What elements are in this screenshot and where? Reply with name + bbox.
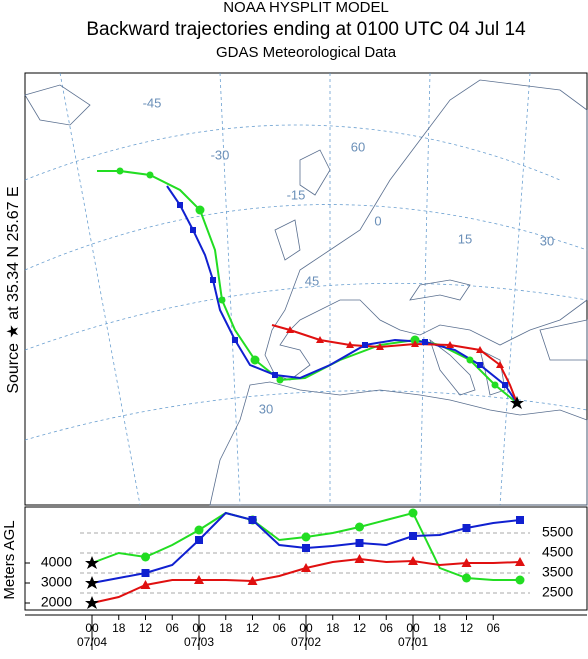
x-tick-label: 12 xyxy=(139,621,153,635)
y-tick-label: 2000 xyxy=(41,594,72,610)
x-tick-label: 12 xyxy=(246,621,260,635)
map: -45 -30 -15 60 0 15 30 45 30 xyxy=(24,72,588,506)
grid-label: -15 xyxy=(287,187,306,202)
grid-label: 15 xyxy=(458,231,472,246)
marker xyxy=(301,563,311,572)
grid-label: -45 xyxy=(143,95,162,110)
start-star xyxy=(85,596,99,609)
x-tick-label: 06 xyxy=(380,621,394,635)
reference-label: 5500 xyxy=(542,524,573,540)
marker xyxy=(301,532,311,542)
marker xyxy=(515,557,525,566)
chart-subtitle: GDAS Meteorological Data xyxy=(216,44,397,61)
marker xyxy=(462,573,471,583)
y-axis-label: Meters AGL xyxy=(1,520,18,599)
y-tick-label: 3000 xyxy=(41,574,72,590)
x-tick-label: 06 xyxy=(273,621,287,635)
trajectory-markers xyxy=(286,326,504,368)
trajectory-blue xyxy=(166,185,518,404)
x-tick-label: 06 xyxy=(166,621,180,635)
marker xyxy=(462,524,471,532)
marker xyxy=(140,580,151,589)
grid-label: 30 xyxy=(540,233,554,248)
marker xyxy=(247,576,258,585)
source-label: Source ★ at 35.34 N 25.67 E xyxy=(5,186,22,393)
chart-title: Backward trajectories ending at 0100 UTC… xyxy=(86,19,526,40)
source-star xyxy=(510,396,524,409)
x-tick-label: 18 xyxy=(433,621,447,635)
x-tick-label: 12 xyxy=(460,621,474,635)
marker xyxy=(408,556,418,565)
grid-label: 60 xyxy=(351,139,365,154)
marker xyxy=(516,516,524,524)
reference-label: 2500 xyxy=(542,584,573,600)
grid-label: 30 xyxy=(259,401,273,416)
grid-label: 0 xyxy=(374,213,381,228)
graticule xyxy=(24,72,588,506)
y-tick-label: 4000 xyxy=(41,554,72,570)
trajectory-markers xyxy=(177,202,508,388)
grid-label: 45 xyxy=(305,273,319,288)
reference-label: 3500 xyxy=(542,564,573,580)
marker xyxy=(408,508,418,518)
date-label: 07/04 xyxy=(77,635,107,649)
marker xyxy=(194,525,204,535)
start-star xyxy=(85,576,99,589)
model-title: NOAA HYSPLIT MODEL xyxy=(223,0,389,16)
x-tick-label: 18 xyxy=(326,621,340,635)
date-label: 07/03 xyxy=(184,635,214,649)
map-frame xyxy=(24,72,588,506)
marker xyxy=(354,554,365,563)
date-label: 07/02 xyxy=(291,635,321,649)
marker xyxy=(461,558,472,567)
marker xyxy=(409,532,417,540)
x-tick-label: 06 xyxy=(487,621,501,635)
marker xyxy=(194,575,204,584)
date-label: 07/01 xyxy=(398,635,428,649)
trajectories xyxy=(97,167,524,409)
start-star xyxy=(85,556,99,569)
x-tick-label: 18 xyxy=(219,621,233,635)
marker xyxy=(141,552,150,562)
marker xyxy=(355,522,364,532)
x-tick-label: 12 xyxy=(353,621,367,635)
grid-label: -30 xyxy=(211,147,230,162)
marker xyxy=(141,569,150,577)
reference-label: 4500 xyxy=(542,544,573,560)
marker xyxy=(302,544,310,552)
marker xyxy=(248,516,257,524)
marker xyxy=(355,539,364,547)
marker xyxy=(515,575,525,585)
x-tick-label: 18 xyxy=(112,621,126,635)
marker xyxy=(195,536,203,544)
coastlines xyxy=(24,79,588,506)
